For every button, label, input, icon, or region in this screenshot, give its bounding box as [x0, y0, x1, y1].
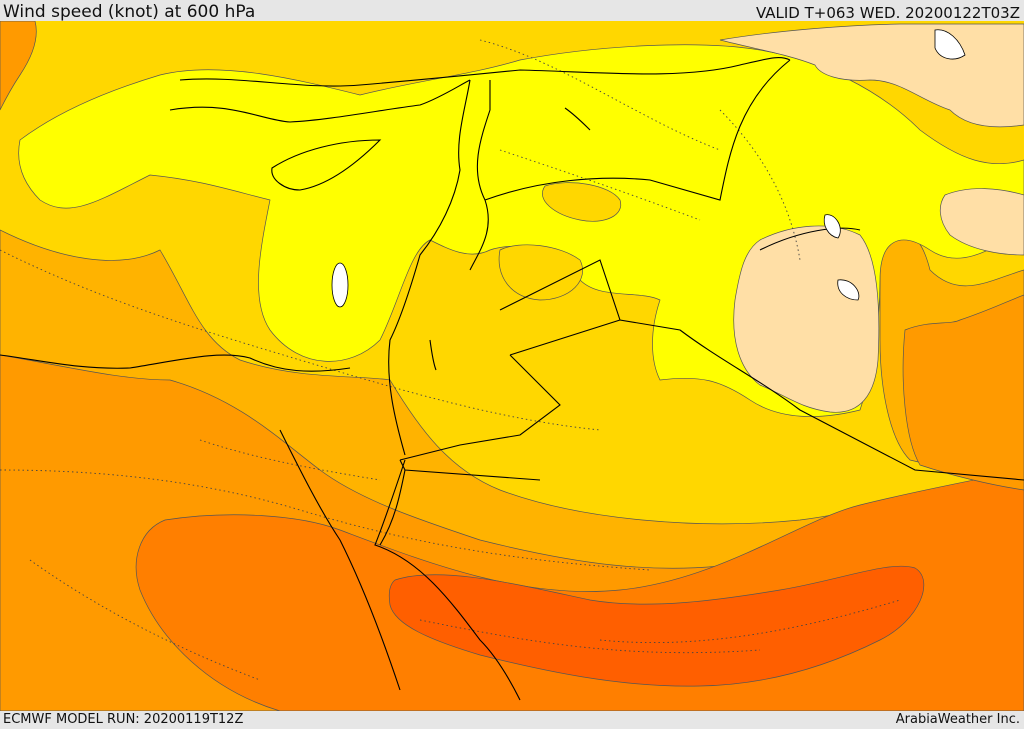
wind-speed-map — [0, 21, 1024, 711]
band-peach-east — [733, 225, 880, 413]
coastlines-and-borders — [0, 56, 1024, 701]
band-gold-blob-syria — [542, 182, 622, 222]
band-dark-orange-east — [902, 294, 1024, 491]
band-peach-east-edge — [939, 188, 1024, 256]
lakes — [331, 29, 966, 308]
model-run-label: ECMWF MODEL RUN: 20200119T12Z — [3, 712, 244, 727]
chart-title: Wind speed (knot) at 600 hPa — [3, 2, 256, 22]
dotted-contours — [0, 39, 901, 681]
band-orange-northwest — [0, 21, 37, 111]
footer-bar: ECMWF MODEL RUN: 20200119T12Z ArabiaWeat… — [0, 711, 1024, 729]
band-gold-blob-jordan — [498, 244, 583, 301]
credit-label: ArabiaWeather Inc. — [895, 712, 1020, 727]
map-canvas — [0, 21, 1024, 711]
valid-time-label: VALID T+063 WED. 20200122T03Z — [755, 4, 1020, 22]
header-bar: Wind speed (knot) at 600 hPa VALID T+063… — [0, 0, 1024, 22]
band-red-orange-core — [388, 565, 925, 687]
